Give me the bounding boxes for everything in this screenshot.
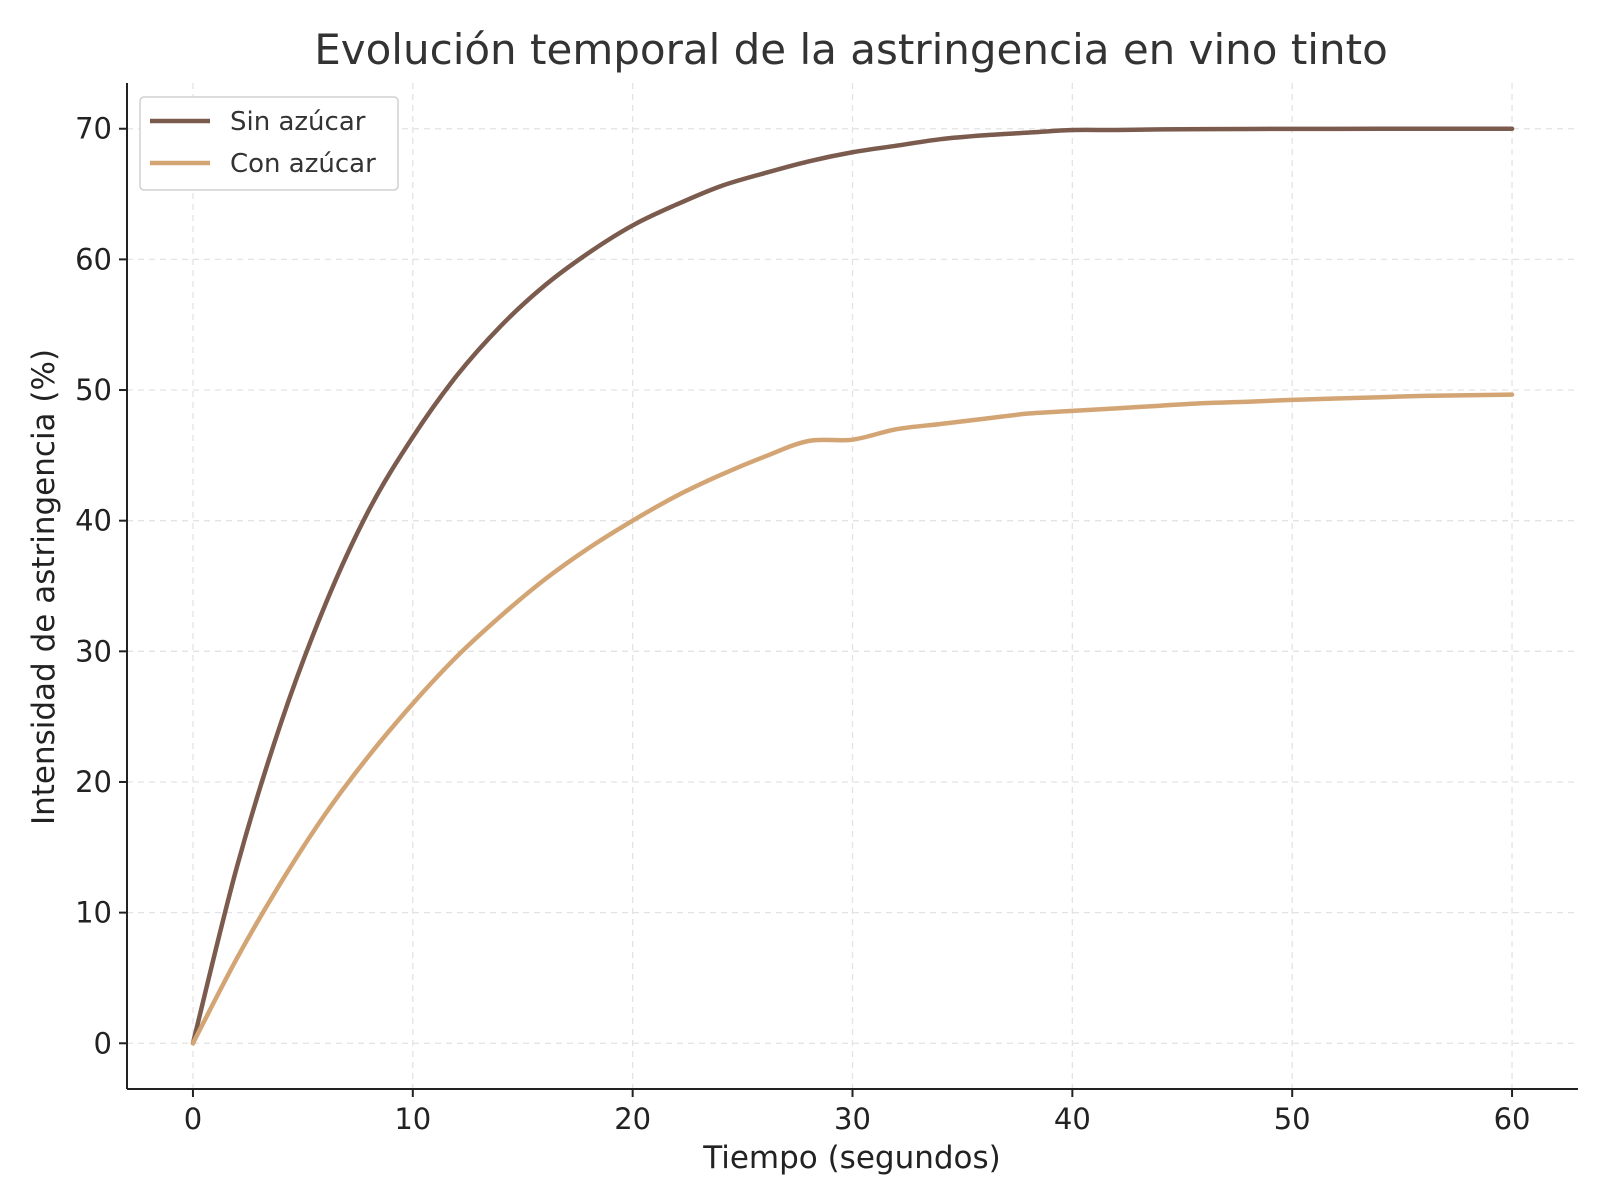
x-tick-label-20: 20 [614, 1102, 651, 1136]
y-tick-label-60: 60 [75, 242, 112, 276]
y-axis-ticks: 0 10 20 30 40 50 60 70 [75, 112, 127, 1060]
legend-label-sin-azucar: Sin azúcar [230, 107, 366, 137]
y-tick-label-50: 50 [75, 373, 112, 407]
x-axis-ticks: 0 10 20 30 40 50 60 [184, 1089, 1531, 1136]
grid-vertical [192, 83, 1513, 1089]
y-tick-label-10: 10 [75, 896, 112, 930]
legend-label-con-azucar: Con azúcar [230, 149, 376, 179]
x-axis-label: Tiempo (segundos) [702, 1140, 1001, 1176]
x-tick-label-10: 10 [394, 1102, 431, 1136]
x-tick-label-30: 30 [834, 1102, 871, 1136]
x-tick-label-60: 60 [1494, 1102, 1531, 1136]
x-tick-label-0: 0 [184, 1102, 202, 1136]
series-line-con-azucar [190, 392, 1515, 1046]
x-tick-label-50: 50 [1274, 1102, 1311, 1136]
y-tick-label-30: 30 [75, 634, 112, 668]
legend: Sin azúcar Con azúcar [139, 96, 399, 191]
series-line-sin-azucar [190, 126, 1515, 1046]
y-tick-label-70: 70 [75, 112, 112, 146]
y-tick-label-20: 20 [75, 765, 112, 799]
y-tick-label-40: 40 [75, 504, 112, 538]
series-lines [190, 126, 1515, 1046]
x-tick-label-40: 40 [1054, 1102, 1091, 1136]
y-tick-label-0: 0 [94, 1026, 112, 1060]
y-axis-label: Intensidad de astringencia (%) [26, 349, 62, 825]
chart-title: Evolución temporal de la astringencia en… [314, 25, 1388, 74]
